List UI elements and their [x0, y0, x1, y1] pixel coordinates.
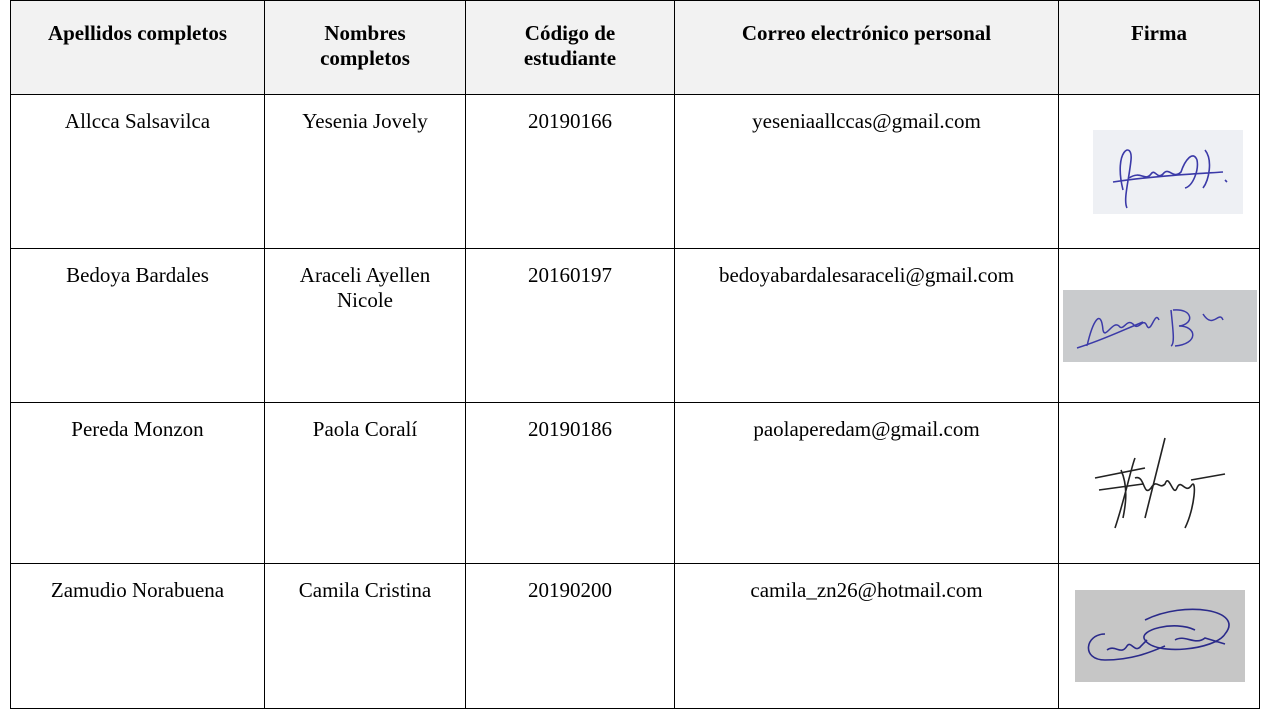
- cell: yeseniaallccas@gmail.com: [674, 94, 1059, 249]
- row: Allcca Salsavilca Yesenia Jovely 2019016…: [10, 94, 1260, 249]
- header-row: Apellidos completos Nombres completos Có…: [10, 0, 1260, 95]
- cell: Camila Cristina: [264, 563, 466, 709]
- header-cell: Firma: [1058, 0, 1260, 95]
- header-cell: Código de estudiante: [465, 0, 675, 95]
- cell: Yesenia Jovely: [264, 94, 466, 249]
- row: Bedoya Bardales Araceli Ayellen Nicole 2…: [10, 248, 1260, 403]
- cell: Allcca Salsavilca: [10, 94, 265, 249]
- signature: [1063, 289, 1257, 362]
- cell: 20190166: [465, 94, 675, 249]
- student-table: Apellidos completos Nombres completos Có…: [10, 0, 1260, 709]
- cell: 20190186: [465, 402, 675, 564]
- cell: Pereda Monzon: [10, 402, 265, 564]
- cell: 20160197: [465, 248, 675, 403]
- header-cell: Nombres completos: [264, 0, 466, 95]
- cell: Araceli Ayellen Nicole: [264, 248, 466, 403]
- cell: Paola Coralí: [264, 402, 466, 564]
- signature-cell: [1058, 563, 1260, 709]
- signature: [1093, 129, 1243, 214]
- cell: 20190200: [465, 563, 675, 709]
- header-cell: Apellidos completos: [10, 0, 265, 95]
- signature: [1094, 437, 1226, 529]
- cell: bedoyabardalesaraceli@gmail.com: [674, 248, 1059, 403]
- cell: Zamudio Norabuena: [10, 563, 265, 709]
- cell: camila_zn26@hotmail.com: [674, 563, 1059, 709]
- header-cell: Correo electrónico personal: [674, 0, 1059, 95]
- cell: paolaperedam@gmail.com: [674, 402, 1059, 564]
- cell: Bedoya Bardales: [10, 248, 265, 403]
- signature-cell: [1058, 248, 1260, 403]
- signature-cell: [1058, 94, 1260, 249]
- signature: [1075, 590, 1245, 682]
- row: Zamudio Norabuena Camila Cristina 201902…: [10, 563, 1260, 709]
- row: Pereda Monzon Paola Coralí 20190186 paol…: [10, 402, 1260, 564]
- signature-cell: [1058, 402, 1260, 564]
